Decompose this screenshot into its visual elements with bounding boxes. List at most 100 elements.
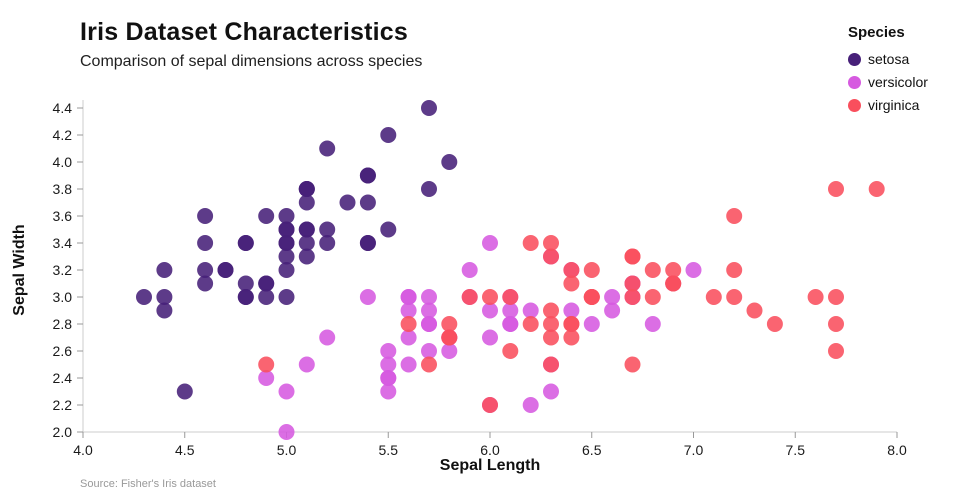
data-point-virginica [624,275,641,292]
data-point-virginica [828,316,844,332]
legend-item-setosa: setosa [848,51,928,67]
x-tick-label: 6.5 [582,442,602,458]
data-point-versicolor [400,329,417,346]
data-point-versicolor [421,289,437,305]
data-point-versicolor [604,289,621,305]
data-point-virginica [563,329,580,346]
data-point-versicolor [583,316,600,332]
x-tick-label: 4.0 [73,442,93,458]
data-point-setosa [359,235,376,251]
versicolor-swatch-icon [848,75,861,89]
y-tick-label: 4.0 [53,154,73,170]
chart-title: Iris Dataset Characteristics [80,18,408,46]
y-tick-label: 3.2 [53,262,73,278]
data-point-virginica [868,181,885,197]
data-point-setosa [421,181,437,197]
data-point-virginica [665,262,682,278]
data-point-setosa [298,221,315,238]
y-tick-label: 2.2 [53,397,73,413]
data-point-virginica [644,262,661,278]
data-point-versicolor [400,356,417,373]
data-point-virginica [583,289,600,305]
data-point-setosa [339,194,356,211]
data-point-virginica [624,356,641,373]
data-point-virginica [563,275,580,292]
data-point-versicolor [482,329,498,346]
data-point-virginica [421,356,437,373]
data-point-versicolor [502,316,519,332]
data-point-versicolor [258,370,275,386]
data-point-setosa [298,194,315,211]
data-point-setosa [278,221,295,238]
data-point-virginica [441,316,458,332]
data-point-versicolor [522,302,539,319]
data-point-versicolor [298,356,315,373]
data-point-versicolor [400,289,417,305]
data-point-versicolor [502,302,519,319]
data-point-setosa [156,302,173,319]
data-point-setosa [258,208,275,224]
data-point-setosa [278,235,295,251]
data-point-virginica [583,262,600,278]
legend-item-virginica: virginica [848,97,928,113]
y-axis-label: Sepal Width [11,224,28,315]
data-point-setosa [197,235,214,251]
data-point-setosa [258,275,275,292]
data-point-setosa [237,289,254,305]
data-point-setosa [298,248,315,265]
x-tick-label: 8.0 [887,442,907,458]
y-tick-label: 3.0 [53,289,73,305]
data-point-versicolor [380,343,397,359]
data-point-virginica [441,329,458,346]
y-tick-label: 3.8 [53,181,73,197]
data-point-setosa [278,248,295,265]
data-point-virginica [522,316,539,332]
legend: Species setosa versicolor virginica [848,24,928,120]
data-point-setosa [197,262,214,278]
data-point-virginica [624,248,641,265]
data-point-virginica [828,181,844,197]
chart-header: Iris Dataset Characteristics Comparison … [80,18,422,71]
data-point-setosa [136,289,152,305]
legend-item-versicolor: versicolor [848,74,928,90]
data-point-setosa [298,181,315,197]
data-point-versicolor [421,343,437,359]
data-point-virginica [624,289,641,305]
axes: 4.0 4.5 5.0 5.5 6.0 6.5 7.0 7.5 8.0 2.0 2.2 2.4 2.6 2… [53,100,907,458]
data-point-virginica [258,356,275,373]
data-point-virginica [502,343,519,359]
data-point-setosa [359,194,376,211]
data-point-versicolor [482,302,498,319]
data-point-setosa [298,235,315,251]
data-point-versicolor [543,383,559,400]
x-axis-label: Sepal Length [440,457,540,474]
data-point-versicolor [441,343,458,359]
legend-label-virginica: virginica [868,97,920,113]
data-point-versicolor [421,302,437,319]
data-point-virginica [543,248,559,265]
data-point-setosa [441,154,458,170]
legend-label-setosa: setosa [868,51,910,67]
data-point-setosa [421,100,437,116]
data-point-virginica [563,316,580,332]
data-point-virginica [543,235,559,251]
data-point-versicolor [359,289,376,305]
data-point-setosa [217,262,234,278]
data-point-virginica [807,289,824,305]
data-point-virginica [828,343,844,359]
data-point-virginica [563,262,580,278]
data-point-setosa [359,167,376,184]
y-tick-label: 2.8 [53,316,73,332]
data-point-versicolor [644,316,661,332]
data-points [136,100,885,440]
y-tick-label: 4.2 [53,127,73,143]
x-tick-label: 6.0 [480,442,500,458]
data-point-setosa [278,208,295,224]
data-point-virginica [746,302,763,319]
data-point-virginica [543,356,559,373]
x-tick-label: 7.5 [786,442,806,458]
data-point-virginica [461,289,478,305]
data-point-versicolor [522,397,539,413]
